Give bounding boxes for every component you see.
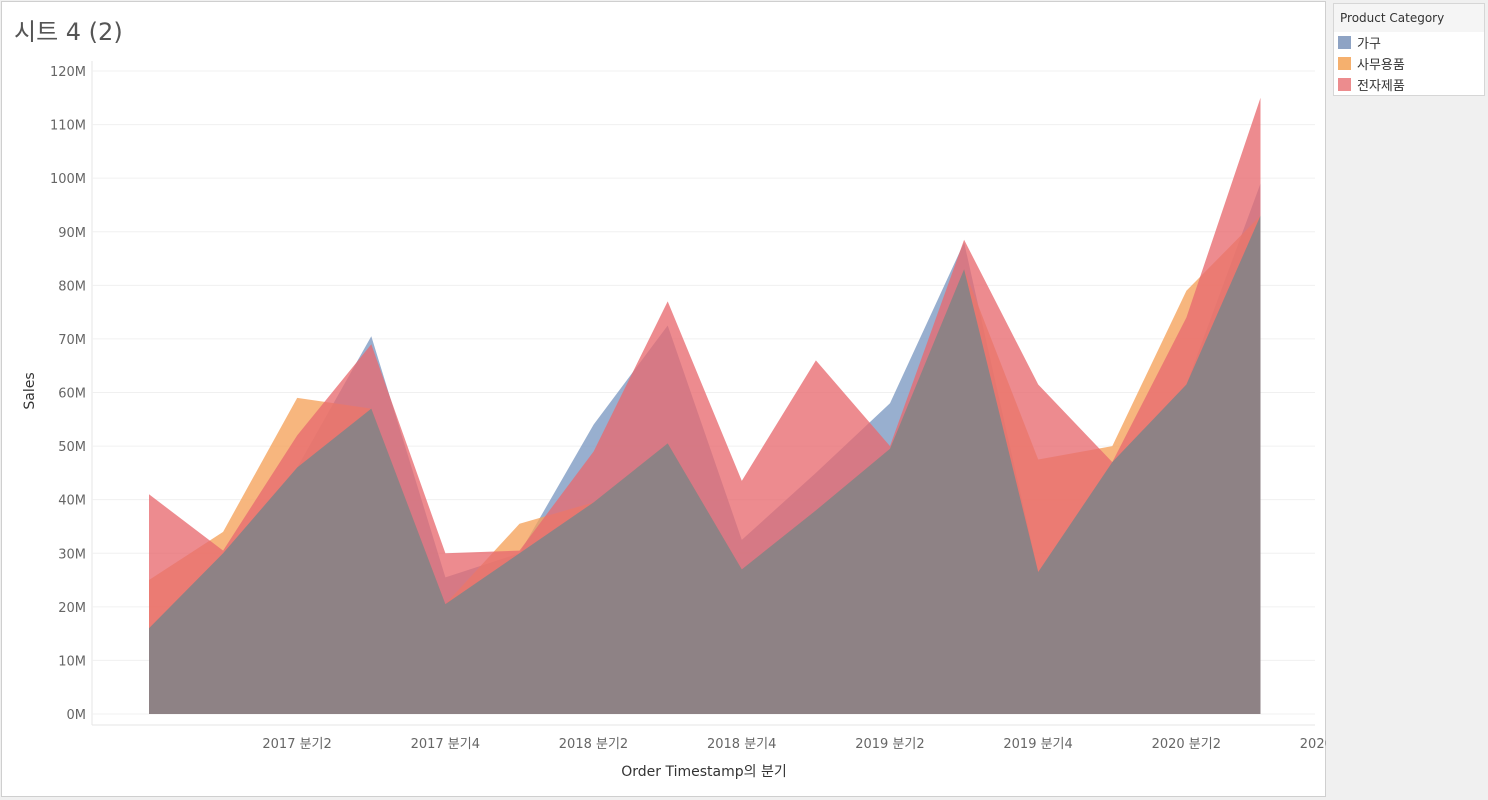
data-point [666, 299, 670, 303]
data-point [740, 567, 744, 571]
data-point [443, 575, 447, 579]
data-point [1110, 460, 1114, 464]
x-tick-label: 2017 분기4 [411, 737, 480, 752]
data-point [962, 238, 966, 242]
data-point [1036, 457, 1040, 461]
sheet-title: 시트 4 (2) [14, 18, 123, 46]
x-tick-label: 2019 분기4 [1003, 737, 1072, 752]
data-point [518, 522, 522, 526]
area-overlap [149, 215, 1261, 715]
legend-swatch [1338, 57, 1351, 70]
data-point [814, 358, 818, 362]
data-point [666, 441, 670, 445]
data-point [740, 538, 744, 542]
data-point [592, 500, 596, 504]
y-tick-label: 0M [67, 708, 87, 723]
data-point [295, 396, 299, 400]
data-point [592, 449, 596, 453]
data-point [295, 466, 299, 470]
y-tick-label: 100M [50, 172, 86, 187]
data-point [369, 334, 373, 338]
legend-item-label: 사무용품 [1357, 58, 1405, 73]
data-point [1184, 289, 1188, 293]
y-tick-label: 10M [58, 654, 86, 669]
y-tick-label: 60M [58, 387, 86, 402]
x-tick-label: 2017 분기2 [262, 737, 331, 752]
y-tick-label: 110M [50, 119, 86, 134]
y-tick-label: 90M [58, 226, 86, 241]
data-point [369, 342, 373, 346]
data-point [221, 549, 225, 553]
y-tick-label: 70M [58, 333, 86, 348]
data-point [147, 578, 151, 582]
y-axis-title: Sales [22, 372, 38, 409]
x-tick-label: 2019 분기2 [855, 737, 924, 752]
data-point [814, 471, 818, 475]
y-tick-label: 80M [58, 279, 86, 294]
legend-item-electronics[interactable]: 전자제품 [1334, 74, 1484, 95]
data-point [443, 551, 447, 555]
x-axis-title: Order Timestamp의 분기 [621, 764, 786, 780]
data-point [1036, 382, 1040, 386]
legend-item-office-supplies[interactable]: 사무용품 [1334, 53, 1484, 74]
data-point [740, 479, 744, 483]
data-point [1036, 570, 1040, 574]
data-point [369, 407, 373, 411]
y-tick-label: 30M [58, 547, 86, 562]
x-tick-label: 2018 분기2 [559, 737, 628, 752]
legend-item-label: 전자제품 [1357, 79, 1405, 94]
legend-swatch [1338, 36, 1351, 49]
x-tick-label: 2020 분기2 [1152, 737, 1221, 752]
data-point [592, 423, 596, 427]
area-chart[interactable]: 0M 10M 20M 30M 40M 50M 60M 70M 80M 90M 100M 110M 120… [0, 0, 1326, 798]
legend: Product Category 가구 사무용품 전자제품 [1333, 3, 1485, 96]
data-point [1259, 214, 1263, 218]
data-point [666, 324, 670, 328]
data-point [1184, 315, 1188, 319]
data-point [443, 602, 447, 606]
x-tick-label: 2020 분기4 [1300, 737, 1326, 752]
data-point [1259, 96, 1263, 100]
data-point [295, 433, 299, 437]
data-point [147, 626, 151, 630]
y-tick-label: 120M [50, 65, 86, 80]
legend-title: Product Category [1334, 4, 1484, 32]
data-point [962, 267, 966, 271]
data-point [147, 492, 151, 496]
x-tick-label: 2018 분기4 [707, 737, 776, 752]
y-tick-label: 20M [58, 601, 86, 616]
data-point [221, 530, 225, 534]
data-point [1110, 444, 1114, 448]
data-point [1184, 382, 1188, 386]
data-point [888, 444, 892, 448]
data-point [888, 401, 892, 405]
legend-swatch [1338, 78, 1351, 91]
data-point [1259, 182, 1263, 186]
y-tick-label: 40M [58, 494, 86, 509]
data-point [814, 508, 818, 512]
legend-item-label: 가구 [1357, 37, 1381, 52]
data-point [518, 549, 522, 553]
legend-item-furniture[interactable]: 가구 [1334, 32, 1484, 53]
y-tick-label: 50M [58, 440, 86, 455]
